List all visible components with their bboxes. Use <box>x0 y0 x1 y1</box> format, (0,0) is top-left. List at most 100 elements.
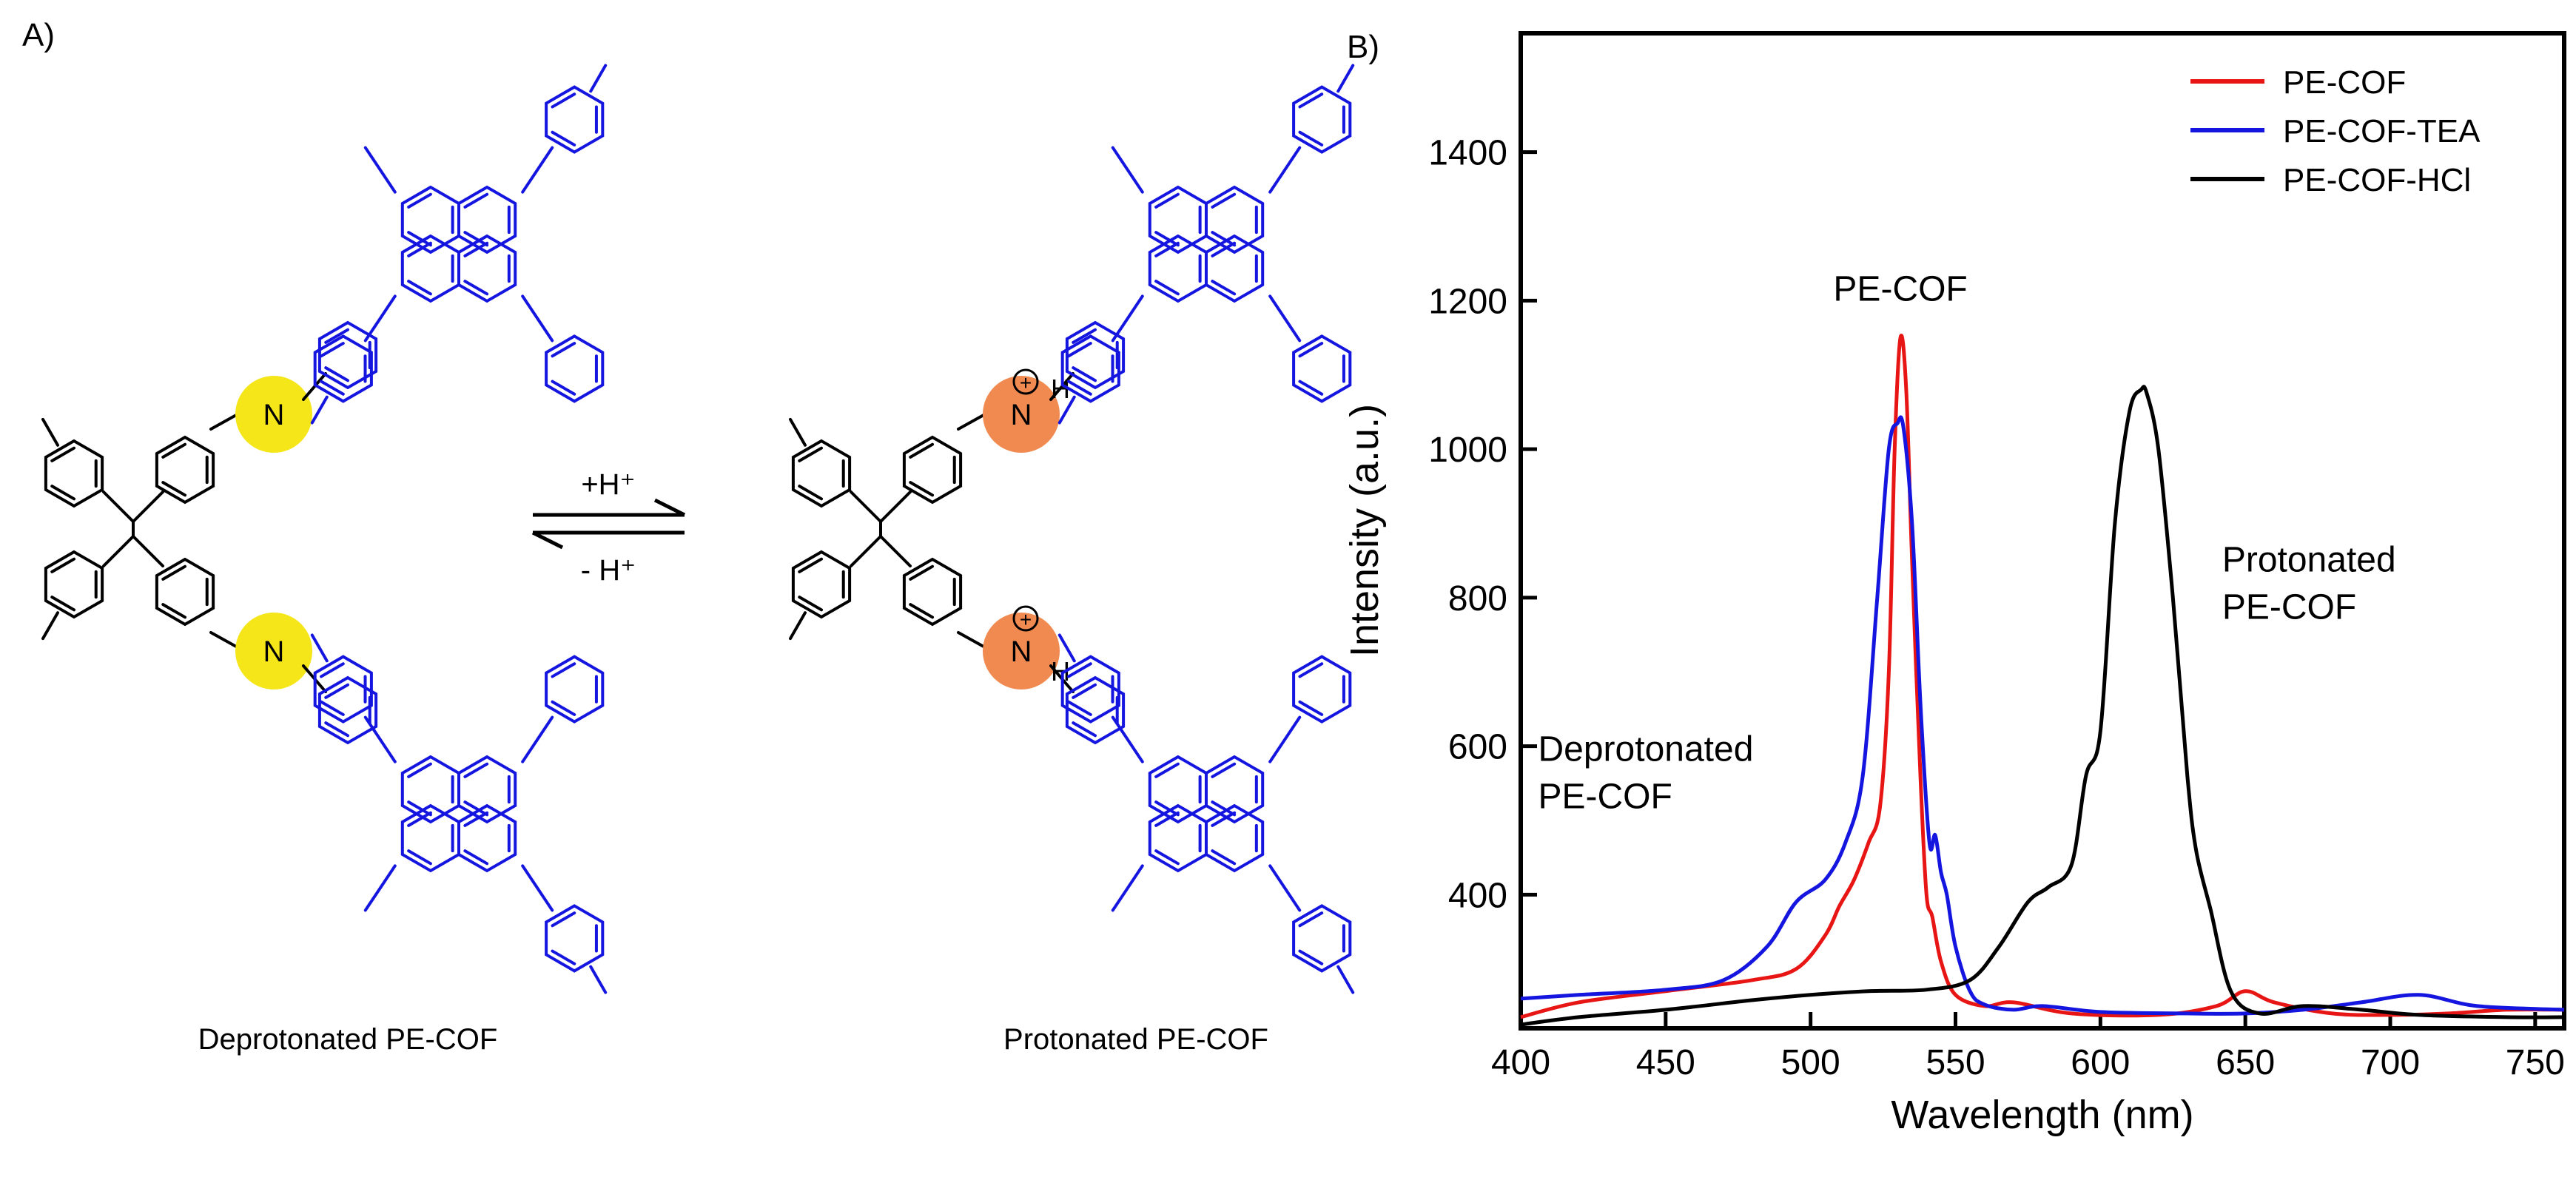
benzene-ring <box>155 435 215 505</box>
benzene-ring <box>1065 320 1126 390</box>
bond <box>132 490 164 523</box>
annotation-text: Deprotonated <box>1538 730 1754 769</box>
double-bond <box>1211 231 1237 247</box>
double-bond <box>1298 92 1324 109</box>
benzene-ring <box>313 655 373 724</box>
aryl-bond <box>521 146 554 194</box>
double-bond <box>1211 280 1237 296</box>
benzene-ring <box>44 550 104 619</box>
double-bond <box>551 342 576 358</box>
aryl-bond <box>1268 864 1302 912</box>
benzene-ring <box>1292 904 1352 973</box>
double-bond <box>1072 721 1097 738</box>
double-bond <box>463 762 489 778</box>
right-caption: Protonated PE-COF <box>1003 1023 1268 1056</box>
reverse-arrow-label: - H⁺ <box>581 554 636 587</box>
n-aryl-bond <box>1049 372 1075 401</box>
double-bond <box>551 380 576 396</box>
bond <box>879 490 912 523</box>
double-bond <box>1072 366 1097 382</box>
aryl-bond <box>521 864 554 912</box>
double-bond <box>1154 849 1180 866</box>
methyl-bond <box>1057 395 1076 425</box>
double-bond <box>1298 662 1324 678</box>
benzene-ring <box>1205 755 1265 824</box>
methyl-bond <box>1336 965 1355 994</box>
left-caption: Deprotonated PE-COF <box>198 1023 498 1056</box>
bond <box>102 490 135 523</box>
double-bond <box>320 380 345 396</box>
legend-label: PE-COF-HCl <box>2283 162 2471 198</box>
forward-arrow-head <box>653 498 686 517</box>
double-bond <box>1211 811 1237 827</box>
annotation-text: PE-COF <box>1833 269 1967 308</box>
double-bond <box>324 721 349 738</box>
double-bond <box>1072 683 1097 699</box>
methyl-bond <box>589 64 608 93</box>
benzene-ring <box>44 439 104 508</box>
double-bond <box>407 849 432 866</box>
forward-arrow-label: +H⁺ <box>581 468 635 501</box>
y-tick-label: 1000 <box>1428 431 1507 470</box>
panel-b-emission-chart: B) 400 450 500 550 600 650 700 750 400 600 800 1000… <box>1342 29 2566 1137</box>
benzene-ring <box>1205 234 1265 303</box>
double-bond <box>798 485 823 501</box>
methyl-bond <box>789 611 807 641</box>
benzene-ring <box>1060 655 1120 724</box>
double-bond <box>1154 800 1180 817</box>
y-axis-title: Intensity (a.u.) <box>1342 404 1387 657</box>
x-axis-title: Wavelength (nm) <box>1891 1093 2193 1137</box>
positive-charge-sign: + <box>1020 371 1032 394</box>
double-bond <box>407 762 432 778</box>
double-bond <box>407 280 432 296</box>
methyl-bond <box>589 965 608 994</box>
double-bond <box>551 662 576 678</box>
peak-annotations: PE-COF Protonated PE-COF Deprotonated PE-COF <box>1538 269 2396 816</box>
benzene-ring <box>1060 334 1120 403</box>
aryl-bond <box>1111 715 1144 763</box>
double-bond <box>463 241 489 257</box>
positive-charge-circle <box>1012 605 1039 632</box>
double-bond <box>909 442 934 459</box>
series-line-2 <box>1520 385 2565 1027</box>
benzene-ring <box>545 85 605 154</box>
benzene-ring <box>155 557 215 627</box>
x-tick-label: 700 <box>2361 1043 2420 1082</box>
x-tick-label: 600 <box>2071 1043 2130 1082</box>
double-bond <box>1154 280 1180 296</box>
y-tick-label: 400 <box>1448 876 1507 915</box>
aryl-bond <box>1111 294 1144 343</box>
double-bond <box>1298 380 1324 396</box>
methyl-bond <box>310 633 329 663</box>
double-bond <box>798 596 823 612</box>
nitrogen-atom: N <box>263 635 285 668</box>
n-aryl-bond <box>302 372 327 401</box>
double-bond <box>551 130 576 146</box>
protonated-imine-highlight <box>983 613 1060 689</box>
benzene-ring <box>317 320 378 390</box>
panel-a-reaction-scheme: A) NNNH+NH+ +H⁺ - H⁺ Deprotonated PE-COF… <box>22 17 1355 1056</box>
nitrogen-atom: N <box>1011 399 1032 431</box>
double-bond <box>1298 130 1324 146</box>
benzene-ring <box>791 439 852 508</box>
double-bond <box>909 481 934 497</box>
benzene-ring <box>313 334 373 403</box>
nitrogen-atom: N <box>1011 635 1032 668</box>
series-line-0 <box>1520 334 2565 1019</box>
double-bond <box>1067 380 1092 396</box>
annotation-text: Protonated <box>2222 541 2396 580</box>
double-bond <box>1154 192 1180 209</box>
methyl-bond <box>789 417 807 447</box>
double-bond <box>407 241 432 257</box>
double-bond <box>551 949 576 965</box>
y-tick-label: 1200 <box>1428 282 1507 321</box>
benzene-ring <box>545 334 605 403</box>
double-bond <box>320 662 345 678</box>
benzene-ring <box>1292 334 1352 403</box>
imine-highlight <box>235 376 312 453</box>
aryl-bond <box>1111 146 1144 194</box>
panel-a-label: A) <box>22 17 55 53</box>
double-bond <box>1211 241 1237 257</box>
bond <box>102 535 135 567</box>
